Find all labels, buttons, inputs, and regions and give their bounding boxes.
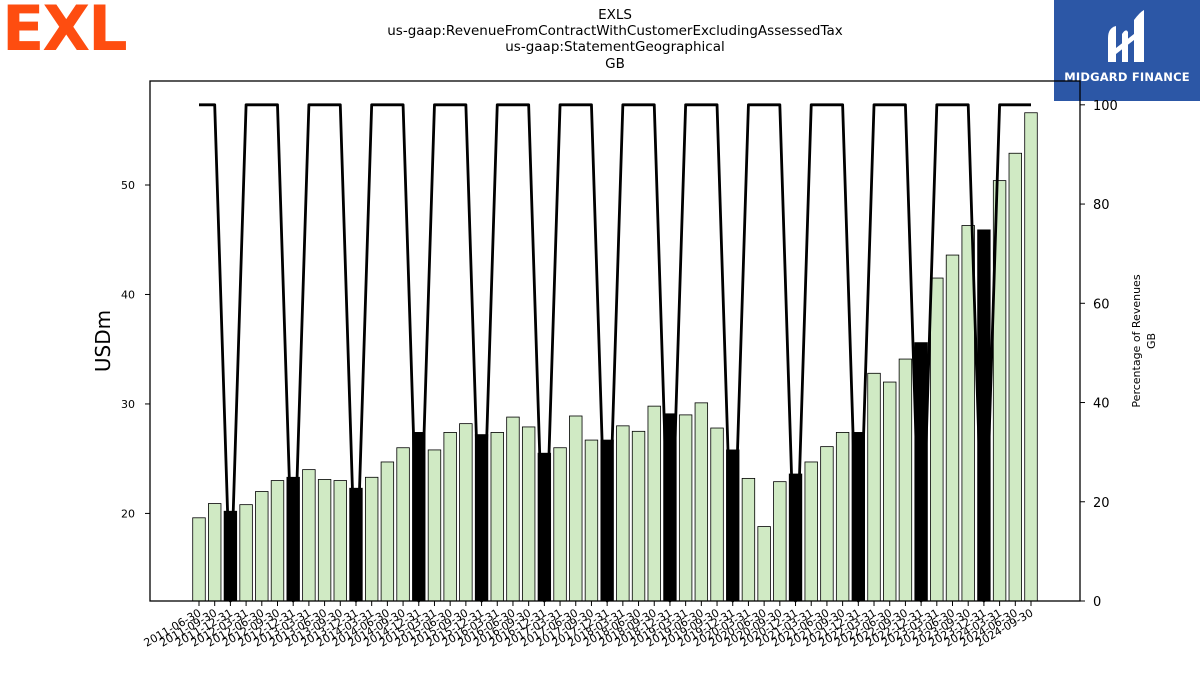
bar-2024-09-30 — [1024, 112, 1038, 602]
bar-2019-03-31 — [678, 414, 693, 602]
bar-2019-09-30 — [710, 427, 724, 602]
bar-2011-06-30 — [192, 517, 206, 602]
bar-2012-06-30 — [255, 491, 269, 602]
percentage-line-layer — [199, 103, 1031, 603]
bar-2024-06-30 — [1008, 152, 1022, 602]
bar-2016-06-30 — [506, 416, 520, 602]
midgard-finance-logo: MIDGARD FINANCE — [1054, 0, 1200, 101]
bar-2023-06-30 — [945, 254, 960, 602]
bar-2014-03-31 — [364, 476, 379, 602]
bar-2017-09-30 — [584, 439, 599, 602]
percentage-line — [199, 103, 1031, 603]
y2-tick-label: 20 — [1093, 496, 1110, 511]
y-tick-label: 30 — [121, 398, 135, 411]
bar-2019-06-30 — [694, 402, 709, 602]
y2-tick-label: 100 — [1093, 99, 1118, 114]
plot-frame — [149, 80, 1081, 602]
y-axis-label: USDm — [91, 310, 115, 372]
midgard-mark-icon — [1108, 10, 1144, 62]
y2-tick-label: 80 — [1093, 198, 1110, 213]
bar-2018-03-31 — [616, 425, 630, 602]
y-tick-label: 40 — [121, 288, 135, 301]
chart-title-ticker: EXLS — [598, 7, 632, 23]
bar-2021-09-30 — [835, 432, 850, 602]
bar-2017-06-30 — [569, 415, 583, 602]
bar-2015-06-30 — [443, 432, 457, 602]
bar-2012-03-31 — [239, 504, 253, 602]
bar-2021-03-31 — [804, 461, 818, 602]
bar-2020-03-31 — [741, 477, 756, 602]
bar-2023-12-31 — [977, 229, 991, 602]
chart-title-axis: us-gaap:StatementGeographical — [505, 39, 725, 56]
bar-2022-09-30 — [898, 358, 913, 602]
bar-2014-06-30 — [380, 461, 395, 602]
bar-2013-03-31 — [302, 469, 316, 602]
bar-2020-09-30 — [773, 481, 787, 602]
y2-axis-label: Percentage of Revenues — [1130, 274, 1143, 407]
y-tick-label: 20 — [121, 507, 135, 520]
y2-tick-label: 0 — [1093, 595, 1101, 610]
chart-title-member: GB — [605, 55, 625, 72]
bar-2013-06-30 — [317, 479, 332, 602]
bar-2016-03-31 — [490, 432, 504, 602]
bar-2017-03-31 — [553, 447, 567, 602]
bar-2022-03-31 — [867, 372, 881, 602]
midgard-logo-text: MIDGARD FINANCE — [1064, 70, 1190, 84]
y2-tick-label: 40 — [1093, 397, 1110, 412]
bar-2014-09-30 — [396, 447, 410, 602]
bar-2022-06-30 — [883, 381, 897, 602]
bar-2015-03-31 — [427, 449, 442, 602]
bar-2013-09-30 — [333, 480, 347, 602]
axes-layer: 203040500204060801002011-06-302011-09-30… — [121, 99, 1118, 650]
bar-2011-09-30 — [208, 503, 222, 602]
bar-2018-09-30 — [647, 405, 661, 602]
bar-2020-06-30 — [757, 526, 771, 602]
exl-logo-text: EXL — [2, 0, 128, 65]
chart-titles: EXLS us-gaap:RevenueFromContractWithCust… — [315, 7, 915, 72]
bar-2016-09-30 — [521, 426, 536, 602]
y-tick-label: 50 — [121, 179, 135, 192]
bar-2015-09-30 — [459, 423, 473, 602]
y2-tick-label: 60 — [1093, 297, 1110, 312]
exl-logo: EXL — [0, 0, 140, 65]
bar-2021-06-30 — [820, 446, 834, 602]
bar-2018-06-30 — [631, 430, 646, 602]
bar-2012-09-30 — [270, 480, 285, 602]
bar-2023-03-31 — [930, 277, 944, 602]
y2-axis-label-member: GB — [1145, 333, 1158, 349]
chart-title-concept: us-gaap:RevenueFromContractWithCustomerE… — [387, 23, 843, 40]
